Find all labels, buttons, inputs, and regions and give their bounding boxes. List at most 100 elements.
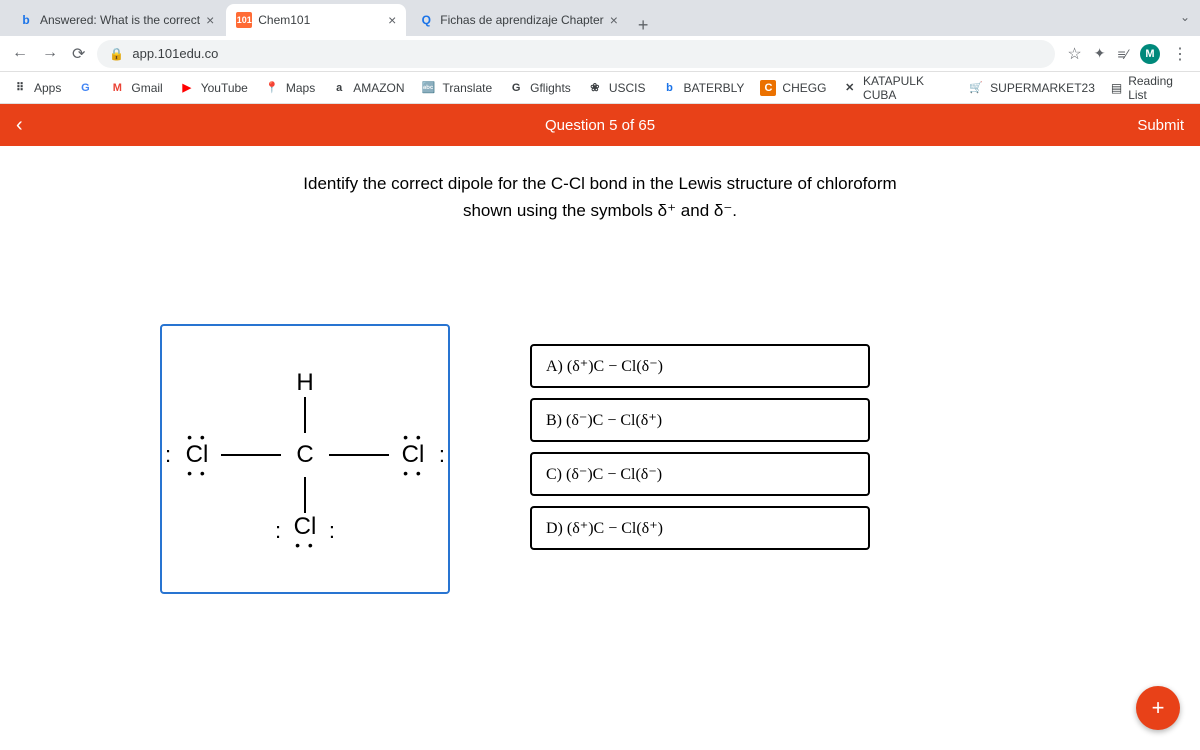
close-icon[interactable]: × [388,12,396,28]
lone-pair: • • [403,433,423,441]
bookmark-label: Maps [286,81,315,95]
atom-cl-bottom: Cl [285,513,325,541]
submit-button[interactable]: Submit [1137,117,1184,134]
answer-list: A) (δ⁺)C − Cl(δ⁻) B) (δ⁻)C − Cl(δ⁺) C) (… [530,344,870,550]
bookmark-youtube[interactable]: ▶ YouTube [179,80,248,96]
bookmark-google[interactable]: G [77,80,93,96]
bookmark-label: SUPERMARKET23 [990,81,1095,95]
translate-icon: 🔤 [421,80,437,96]
baterbly-icon: b [662,80,678,96]
bookmark-katapulk[interactable]: ✕ KATAPULK CUBA [842,74,952,102]
forward-button[interactable]: → [42,44,58,64]
answer-option-a[interactable]: A) (δ⁺)C − Cl(δ⁻) [530,344,870,388]
gmail-icon: M [109,80,125,96]
lone-pair: : [439,450,445,460]
browser-tab-active[interactable]: 101 Chem101 × [226,4,406,36]
question-counter: Question 5 of 65 [545,117,655,134]
atom-h: H [285,369,325,397]
answer-option-c[interactable]: C) (δ⁻)C − Cl(δ⁻) [530,452,870,496]
url-input[interactable]: 🔒 app.101edu.co [97,40,1055,68]
reading-list-label: Reading List [1128,74,1188,102]
atom-c: C [285,441,325,469]
bookmark-gflights[interactable]: G Gflights [508,80,571,96]
new-tab-button[interactable]: + [630,15,657,36]
tab-title: Fichas de aprendizaje Chapter [440,13,603,27]
bookmark-chegg[interactable]: C CHEGG [760,80,826,96]
bookmark-label: BATERBLY [684,81,745,95]
bookmark-baterbly[interactable]: b BATERBLY [662,80,745,96]
apps-button[interactable]: ⠿ Apps [12,80,61,96]
tab-title: Chem101 [258,13,382,27]
atom-cl-right: Cl [393,441,433,469]
bookmark-maps[interactable]: 📍 Maps [264,80,315,96]
katapulk-icon: ✕ [842,80,857,96]
bookmark-label: CHEGG [782,81,826,95]
bond-vertical [304,397,306,433]
back-button[interactable]: ← [12,44,28,64]
apps-icon: ⠿ [12,80,28,96]
lone-pair: : [165,450,171,460]
google-icon: G [77,80,93,96]
list-icon[interactable]: ≡⁄ [1117,46,1128,62]
chevron-down-icon[interactable]: ⌄ [1180,10,1190,24]
maps-icon: 📍 [264,80,280,96]
kebab-menu-icon[interactable]: ⋮ [1172,44,1188,64]
lewis-structure-box: H : • • Cl • • C [160,324,450,594]
bookmark-gmail[interactable]: M Gmail [109,80,162,96]
bookmark-supermarket[interactable]: 🛒 SUPERMARKET23 [968,80,1095,96]
bookmark-label: Translate [443,81,493,95]
tab-favicon: b [18,12,34,28]
profile-avatar[interactable]: M [1140,44,1160,64]
lone-pair: • • [403,469,423,477]
bookmark-label: YouTube [201,81,248,95]
window-controls: ⌄ [1180,8,1190,26]
uscis-icon: ❀ [587,80,603,96]
close-icon[interactable]: × [206,12,214,28]
bookmark-translate[interactable]: 🔤 Translate [421,80,493,96]
address-bar: ← → ⟳ 🔒 app.101edu.co ☆ ✦ ≡⁄ M ⋮ [0,36,1200,72]
app-header: ‹ Question 5 of 65 Submit [0,104,1200,146]
bookmark-label: Gflights [530,81,571,95]
browser-tab[interactable]: b Answered: What is the correct × [8,4,224,36]
answer-option-b[interactable]: B) (δ⁻)C − Cl(δ⁺) [530,398,870,442]
reading-list-icon: ▤ [1111,81,1122,95]
fab-add-button[interactable]: + [1136,686,1180,730]
reload-button[interactable]: ⟳ [72,44,85,64]
url-text: app.101edu.co [132,46,218,61]
question-line-1: Identify the correct dipole for the C-Cl… [40,170,1160,197]
flights-icon: G [508,80,524,96]
back-chevron-icon[interactable]: ‹ [16,114,23,137]
question-text: Identify the correct dipole for the C-Cl… [40,170,1160,224]
bookmark-label: Apps [34,81,61,95]
bookmarks-bar: ⠿ Apps G M Gmail ▶ YouTube 📍 Maps a AMAZ… [0,72,1200,104]
tab-title: Answered: What is the correct [40,13,200,27]
bookmark-label: KATAPULK CUBA [863,74,952,102]
bond-vertical [304,477,306,513]
lone-pair: : [275,526,281,536]
lone-pair: • • [295,541,315,549]
lone-pair: • • [187,433,207,441]
bond-horizontal [221,454,281,456]
bookmark-star-icon[interactable]: ☆ [1067,44,1081,64]
lone-pair: : [329,526,335,536]
amazon-icon: a [331,80,347,96]
lewis-structure: H : • • Cl • • C [177,369,433,549]
bond-horizontal [329,454,389,456]
extensions-icon[interactable]: ✦ [1094,45,1106,62]
chegg-icon: C [760,80,776,96]
browser-tab-bar: b Answered: What is the correct × 101 Ch… [0,0,1200,36]
lock-icon: 🔒 [109,47,124,61]
bookmark-uscis[interactable]: ❀ USCIS [587,80,646,96]
answer-option-d[interactable]: D) (δ⁺)C − Cl(δ⁺) [530,506,870,550]
bookmark-label: USCIS [609,81,646,95]
youtube-icon: ▶ [179,80,195,96]
browser-tab[interactable]: Q Fichas de aprendizaje Chapter × [408,4,628,36]
close-icon[interactable]: × [610,12,618,28]
question-area: Identify the correct dipole for the C-Cl… [0,146,1200,618]
tab-favicon: Q [418,12,434,28]
bookmark-amazon[interactable]: a AMAZON [331,80,404,96]
atom-cl-left: Cl [177,441,217,469]
question-line-2: shown using the symbols δ⁺ and δ⁻. [40,197,1160,224]
reading-list-button[interactable]: ▤ Reading List [1111,74,1188,102]
bookmark-label: AMAZON [353,81,404,95]
